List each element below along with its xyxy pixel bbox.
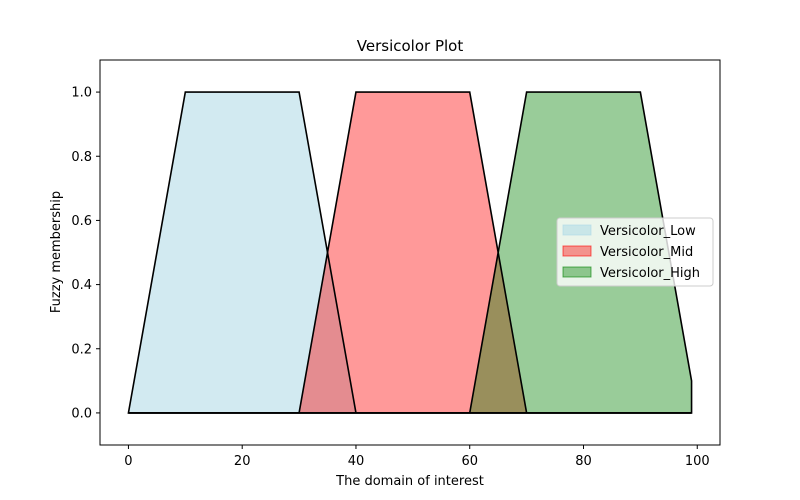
y-tick-label: 0.2 [71,342,92,357]
series-area-2 [128,92,692,413]
chart-title: Versicolor Plot [357,37,464,55]
x-tick-label: 0 [124,454,132,469]
x-tick-label: 80 [575,454,592,469]
legend-swatch [562,245,592,257]
x-axis-label: The domain of interest [335,474,484,489]
y-tick-label: 1.0 [71,86,92,101]
legend-swatch [562,224,592,236]
y-axis-label: Fuzzy membership [49,191,64,313]
legend-label: Versicolor_Low [600,224,696,239]
y-tick-label: 0.0 [71,406,92,421]
legend: Versicolor_Low Versicolor_Mid Versicolor_H… [556,217,714,287]
legend-label: Versicolor_Mid [600,245,693,260]
x-tick-label: 20 [234,454,251,469]
y-axis-ticks: 0.0 0.2 0.4 0.6 0.8 1.0 [71,86,100,421]
plot-frame [99,59,721,446]
x-tick-label: 100 [685,454,710,469]
x-axis-ticks: 0 20 40 60 80 100 [124,445,710,469]
y-tick-label: 0.6 [71,214,92,229]
y-tick-label: 0.8 [71,150,92,165]
legend-box [556,217,714,287]
legend-label: Versicolor_High [600,266,700,281]
series-outline-3 [128,91,693,414]
series-areas [128,92,692,413]
x-tick-label: 40 [348,454,365,469]
series-area-1 [128,92,692,413]
legend-swatch [562,266,592,278]
y-tick-label: 0.4 [71,278,92,293]
x-tick-label: 60 [461,454,478,469]
series-area-3 [128,92,692,413]
series-lines [127,91,693,414]
